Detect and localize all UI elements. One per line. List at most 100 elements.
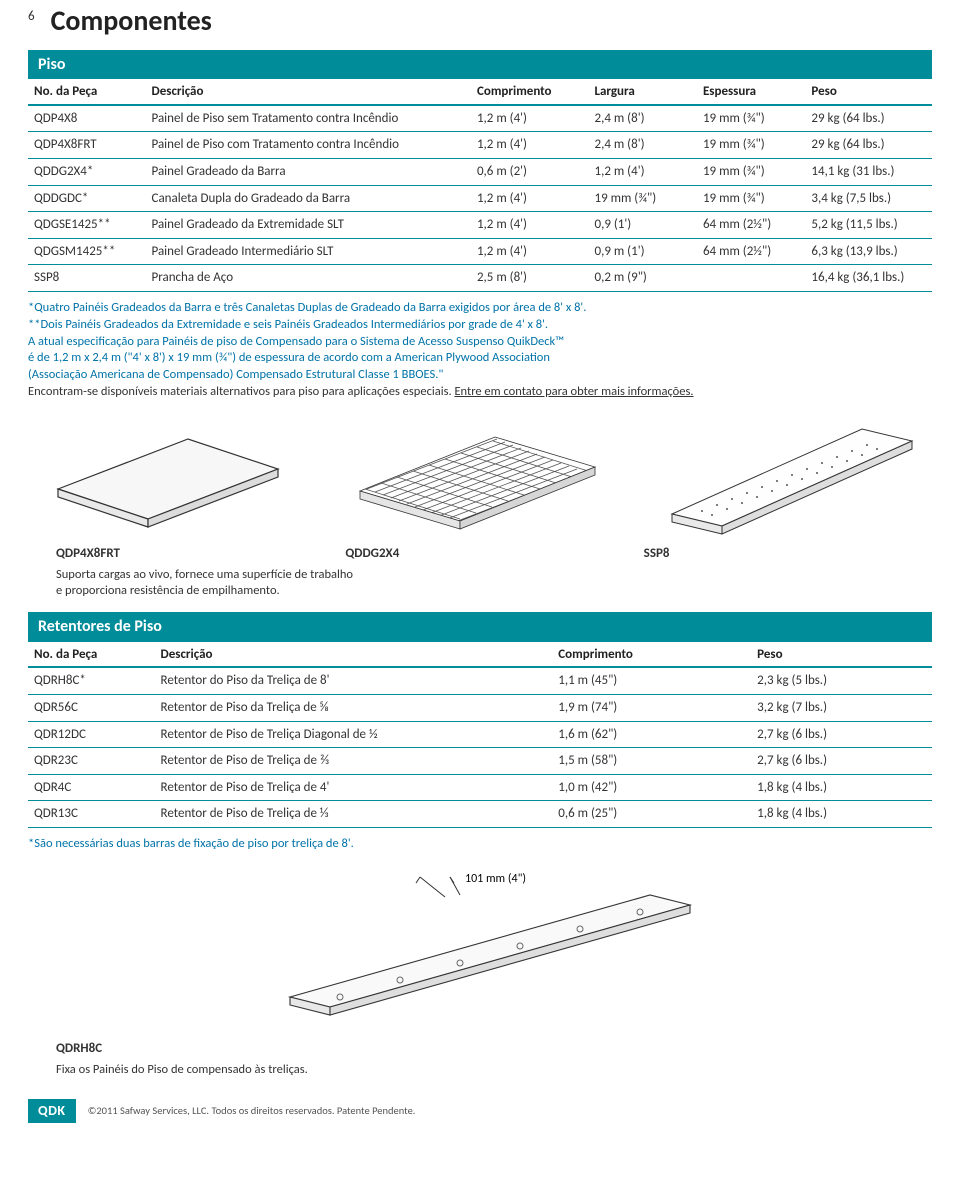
table-cell: 64 mm (2½") xyxy=(697,212,805,239)
table-cell: 19 mm (¾") xyxy=(697,132,805,159)
table-cell: 2,5 m (8') xyxy=(471,265,589,292)
table-cell: 1,0 m (42") xyxy=(552,774,751,801)
note-line: é de 1,2 m x 2,4 m ("4' x 8') x 19 mm (¾… xyxy=(28,350,932,367)
piso-notes: *Quatro Painéis Gradeados da Barra e trê… xyxy=(28,300,932,401)
table-cell: 3,4 kg (7,5 lbs.) xyxy=(805,185,932,212)
footer-text: ©2011 Safway Services, LLC. Todos os dir… xyxy=(88,1104,416,1118)
table-cell: QDDG2X4* xyxy=(28,159,146,186)
table-row: QDR23CRetentor de Piso de Treliça de ⅔1,… xyxy=(28,748,932,775)
col-header: Espessura xyxy=(697,79,805,105)
table-cell: Painel Gradeado da Barra xyxy=(146,159,471,186)
table-cell: 1,2 m (4') xyxy=(471,132,589,159)
illus-caption-line1: Suporta cargas ao vivo, fornece uma supe… xyxy=(56,567,353,582)
table-cell: Painel de Piso sem Tratamento contra Inc… xyxy=(146,105,471,132)
dimension-label: 101 mm (4") xyxy=(465,872,526,886)
table-cell: 0,2 m (9") xyxy=(588,265,696,292)
table-cell: 29 kg (64 lbs.) xyxy=(805,105,932,132)
table-row: SSP8Prancha de Aço2,5 m (8')0,2 m (9") 16… xyxy=(28,265,932,292)
retentores-note: *São necessárias duas barras de fixação … xyxy=(28,836,932,853)
table-row: QDR56CRetentor de Piso da Treliça de ⅝1,… xyxy=(28,695,932,722)
table-cell: Retentor de Piso da Treliça de ⅝ xyxy=(155,695,553,722)
page-title: Componentes xyxy=(51,2,212,40)
table-cell: 2,3 kg (5 lbs.) xyxy=(751,667,932,694)
steel-plank-illustration xyxy=(662,419,922,539)
table-cell: 19 mm (¾") xyxy=(588,185,696,212)
table-cell: 1,5 m (58") xyxy=(552,748,751,775)
table-header-row: No. da Peça Descrição Comprimento Largur… xyxy=(28,79,932,105)
col-header: Comprimento xyxy=(552,642,751,668)
table-cell: 16,4 kg (36,1 lbs.) xyxy=(805,265,932,292)
footer-badge: QDK xyxy=(28,1099,76,1124)
table-cell: 1,2 m (4') xyxy=(471,212,589,239)
table-cell: 1,6 m (62") xyxy=(552,721,751,748)
retainer-illustration-wrap: 101 mm (4") xyxy=(28,867,932,1033)
table-cell: QDR4C xyxy=(28,774,155,801)
table-cell: SSP8 xyxy=(28,265,146,292)
table-cell: Retentor de Piso de Treliça de ⅔ xyxy=(155,748,553,775)
table-row: QDP4X8FRTPainel de Piso com Tratamento c… xyxy=(28,132,932,159)
note-line: *Quatro Painéis Gradeados da Barra e trê… xyxy=(28,300,932,317)
table-cell: Painel de Piso com Tratamento contra Inc… xyxy=(146,132,471,159)
panel-illustration xyxy=(38,419,288,539)
table-cell: Canaleta Dupla do Gradeado da Barra xyxy=(146,185,471,212)
note-line: **Dois Painéis Gradeados da Extremidade … xyxy=(28,317,932,334)
table-row: QDR13CRetentor de Piso de Treliça de ⅓0,… xyxy=(28,801,932,828)
illus-label-2: QDDG2X4 xyxy=(335,545,633,563)
table-cell: 1,8 kg (4 lbs.) xyxy=(751,774,932,801)
table-cell: Retentor de Piso de Treliça Diagonal de … xyxy=(155,721,553,748)
col-header: Descrição xyxy=(155,642,553,668)
table-cell xyxy=(697,265,805,292)
table-cell: 0,9 m (1') xyxy=(588,238,696,265)
table-row: QDGSE1425**Painel Gradeado da Extremidad… xyxy=(28,212,932,239)
table-cell: 6,3 kg (13,9 lbs.) xyxy=(805,238,932,265)
note-line: A atual especificação para Painéis de pi… xyxy=(28,334,932,351)
table-cell: Retentor do Piso da Treliça de 8' xyxy=(155,667,553,694)
table-cell: 19 mm (¾") xyxy=(697,159,805,186)
table-row: QDRH8C*Retentor do Piso da Treliça de 8'… xyxy=(28,667,932,694)
table-cell: QDP4X8 xyxy=(28,105,146,132)
table-cell: 1,2 m (4') xyxy=(588,159,696,186)
col-header: Descrição xyxy=(146,79,471,105)
table-cell: Painel Gradeado da Extremidade SLT xyxy=(146,212,471,239)
note-final-link[interactable]: Entre em contato para obter mais informa… xyxy=(454,384,693,399)
table-cell: 2,7 kg (6 lbs.) xyxy=(751,721,932,748)
page-footer: QDK ©2011 Safway Services, LLC. Todos os… xyxy=(28,1099,932,1124)
table-cell: 2,4 m (8') xyxy=(588,132,696,159)
illus-caption-line2: e proporciona resistência de empilhament… xyxy=(56,583,280,598)
table-cell: 0,6 m (25") xyxy=(552,801,751,828)
table-cell: Retentor de Piso de Treliça de ⅓ xyxy=(155,801,553,828)
table-cell: 2,4 m (8') xyxy=(588,105,696,132)
table-cell: 3,2 kg (7 lbs.) xyxy=(751,695,932,722)
table-cell: 1,9 m (74") xyxy=(552,695,751,722)
col-header: Peso xyxy=(805,79,932,105)
piso-illustrations xyxy=(38,419,922,539)
table-cell: Prancha de Aço xyxy=(146,265,471,292)
table-cell: 1,1 m (45") xyxy=(552,667,751,694)
table-cell: QDP4X8FRT xyxy=(28,132,146,159)
table-cell: 5,2 kg (11,5 lbs.) xyxy=(805,212,932,239)
note-final-prefix: Encontram-se disponíveis materiais alter… xyxy=(28,384,454,399)
retainer-illus-label: QDRH8C xyxy=(56,1040,932,1058)
table-cell: Painel Gradeado Intermediário SLT xyxy=(146,238,471,265)
table-cell: 64 mm (2½") xyxy=(697,238,805,265)
col-header: No. da Peça xyxy=(28,642,155,668)
table-cell: Retentor de Piso de Treliça de 4' xyxy=(155,774,553,801)
table-cell: QDR12DC xyxy=(28,721,155,748)
table-cell: 1,2 m (4') xyxy=(471,105,589,132)
table-cell: QDR23C xyxy=(28,748,155,775)
note-line: (Associação Americana de Compensado) Com… xyxy=(28,367,932,384)
table-cell: 1,2 m (4') xyxy=(471,238,589,265)
table-cell: QDGSM1425** xyxy=(28,238,146,265)
table-cell: 29 kg (64 lbs.) xyxy=(805,132,932,159)
table-row: QDGSM1425**Painel Gradeado Intermediário… xyxy=(28,238,932,265)
col-header: Largura xyxy=(588,79,696,105)
retainer-illustration: 101 mm (4") xyxy=(250,867,710,1027)
table-cell: QDR56C xyxy=(28,695,155,722)
table-cell: 1,8 kg (4 lbs.) xyxy=(751,801,932,828)
table-cell: 19 mm (¾") xyxy=(697,105,805,132)
retainer-illus-caption: Fixa os Painéis do Piso de compensado às… xyxy=(56,1062,932,1079)
illus-label-3: SSP8 xyxy=(634,545,932,563)
note-line: *São necessárias duas barras de fixação … xyxy=(28,836,932,853)
table-cell: QDGSE1425** xyxy=(28,212,146,239)
table-row: QDP4X8Painel de Piso sem Tratamento cont… xyxy=(28,105,932,132)
